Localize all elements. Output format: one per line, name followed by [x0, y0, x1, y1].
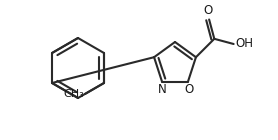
- Text: O: O: [203, 4, 213, 18]
- Text: CH₃: CH₃: [63, 89, 84, 99]
- Text: N: N: [158, 83, 167, 96]
- Text: O: O: [184, 83, 193, 96]
- Text: OH: OH: [236, 38, 254, 51]
